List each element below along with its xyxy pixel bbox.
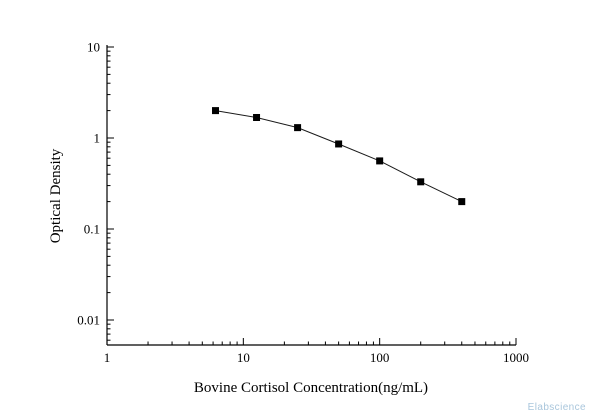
data-series — [212, 107, 466, 206]
data-point-marker — [458, 198, 466, 206]
x-tick-label: 10 — [237, 350, 250, 365]
x-tick-label: 1 — [104, 350, 111, 365]
y-tick-label: 1 — [94, 131, 101, 146]
tick-labels: 1 10 100 1000 10 1 0.1 0.01 — [77, 40, 529, 366]
data-point-marker — [253, 113, 261, 121]
major-ticks — [106, 46, 517, 345]
data-point-marker — [212, 107, 220, 115]
y-tick-label: 10 — [87, 40, 100, 55]
series-line — [215, 110, 462, 203]
data-point-marker — [335, 140, 343, 148]
data-point-marker — [376, 157, 384, 165]
data-point-marker — [417, 178, 425, 186]
watermark: Elabscience — [527, 402, 586, 413]
y-axis-title: Optical Density — [48, 148, 64, 243]
data-point-marker — [294, 124, 302, 132]
x-tick-label: 1000 — [503, 350, 529, 365]
y-tick-label: 0.1 — [84, 222, 100, 237]
x-tick-label: 100 — [370, 350, 390, 365]
x-axis-title: Bovine Cortisol Concentration(ng/mL) — [194, 380, 428, 396]
y-tick-label: 0.01 — [77, 313, 100, 328]
minor-ticks — [107, 50, 511, 345]
